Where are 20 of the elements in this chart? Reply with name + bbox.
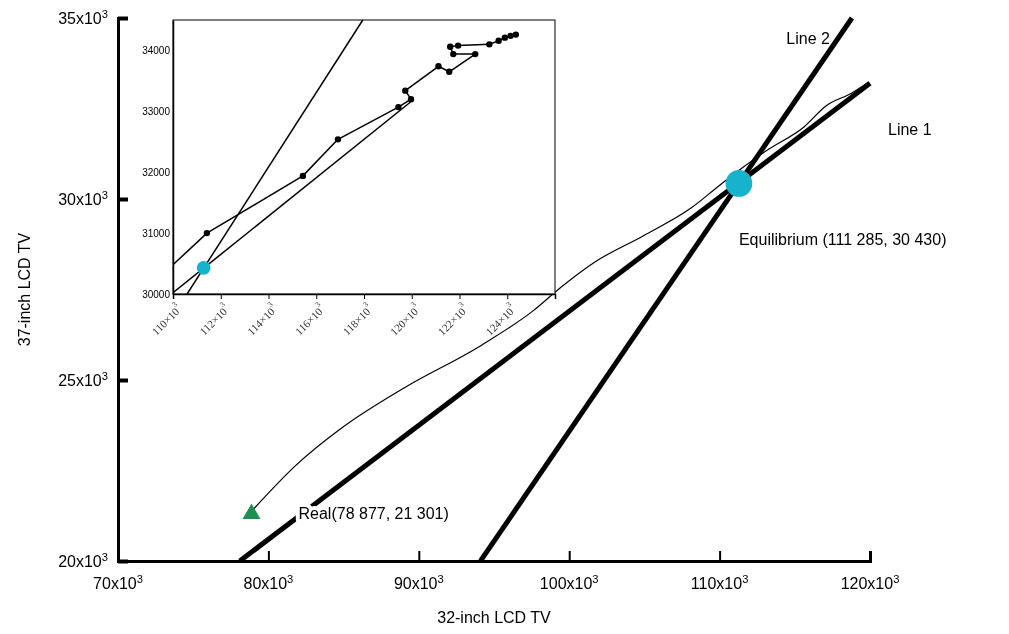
y-tick-label: 30x10$^{3}$ — [58, 188, 108, 208]
y-axis-title: 37-inch LCD TV — [16, 232, 33, 347]
y-tick-label: 25x10$^{3}$ — [58, 369, 108, 389]
x-tick-label: 90x10$^{3}$ — [393, 573, 444, 592]
x-axis-title: 32-inch LCD TV — [437, 609, 552, 626]
y-tick-label: 32000 — [142, 166, 171, 178]
text: Line 1 — [888, 121, 932, 139]
x-tick-label: 120x10$^{3}$ — [840, 573, 900, 592]
x-tick-label: 80x10$^{3}$ — [243, 573, 294, 592]
y-tick-label: 35x10$^{3}$ — [58, 7, 108, 27]
y-tick-label: 31000 — [142, 227, 171, 239]
x-tick-label: 70x10$^{3}$ — [93, 573, 143, 592]
y-tick-label: 34000 — [142, 44, 171, 56]
y-tick-label: 30000 — [142, 288, 171, 300]
y-tick-label: 33000 — [142, 105, 171, 117]
series-label: Line 2 — [786, 30, 831, 47]
annotation: Equilibrium (111 285, 30 430) — [738, 231, 947, 249]
x-tick-label: 100x10$^{3}$ — [539, 573, 599, 592]
y-tick-label: 20x10$^{3}$ — [58, 550, 108, 570]
x-tick-label: 110x10$^{3}$ — [690, 573, 749, 592]
